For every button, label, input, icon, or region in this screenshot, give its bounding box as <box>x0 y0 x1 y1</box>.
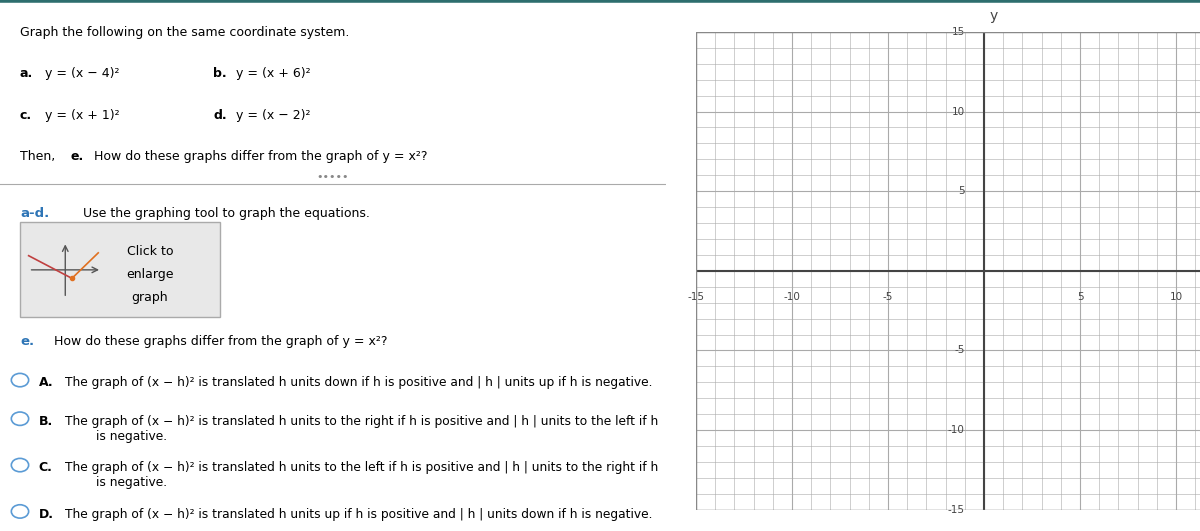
Text: -10: -10 <box>784 292 800 302</box>
Text: y = (x − 4)²: y = (x − 4)² <box>46 67 120 80</box>
Text: d.: d. <box>214 109 227 122</box>
Text: Then,: Then, <box>20 150 59 163</box>
Text: y = (x + 6)²: y = (x + 6)² <box>236 67 311 80</box>
Text: -5: -5 <box>954 346 965 355</box>
Text: e.: e. <box>20 335 34 348</box>
Text: Use the graphing tool to graph the equations.: Use the graphing tool to graph the equat… <box>78 207 370 219</box>
FancyBboxPatch shape <box>20 222 220 317</box>
Text: A.: A. <box>38 376 53 389</box>
Text: How do these graphs differ from the graph of y = x²?: How do these graphs differ from the grap… <box>50 335 388 348</box>
Text: y: y <box>990 9 997 23</box>
Text: The graph of (x − h)² is translated h units up if h is positive and | h | units : The graph of (x − h)² is translated h un… <box>65 508 653 521</box>
Text: -15: -15 <box>688 292 704 302</box>
Text: The graph of (x − h)² is translated h units down if h is positive and | h | unit: The graph of (x − h)² is translated h un… <box>65 376 653 389</box>
Text: 10: 10 <box>952 107 965 116</box>
Text: C.: C. <box>38 461 53 475</box>
Text: Graph the following on the same coordinate system.: Graph the following on the same coordina… <box>20 26 349 39</box>
Text: enlarge: enlarge <box>126 268 174 281</box>
Text: -5: -5 <box>883 292 893 302</box>
Text: c.: c. <box>20 109 32 122</box>
Text: How do these graphs differ from the graph of y = x²?: How do these graphs differ from the grap… <box>90 150 427 163</box>
Text: a-d.: a-d. <box>20 207 49 219</box>
Text: -10: -10 <box>948 425 965 435</box>
Text: graph: graph <box>132 290 168 304</box>
Text: •••••: ••••• <box>317 172 349 182</box>
Text: 5: 5 <box>1076 292 1084 302</box>
Text: Click to: Click to <box>127 245 173 258</box>
Text: The graph of (x − h)² is translated h units to the right if h is positive and | : The graph of (x − h)² is translated h un… <box>65 415 659 443</box>
Text: B.: B. <box>38 415 53 428</box>
Text: 15: 15 <box>952 27 965 37</box>
Text: a.: a. <box>20 67 34 80</box>
Text: The graph of (x − h)² is translated h units to the left if h is positive and | h: The graph of (x − h)² is translated h un… <box>65 461 659 490</box>
Text: b.: b. <box>214 67 227 80</box>
Text: y = (x − 2)²: y = (x − 2)² <box>236 109 311 122</box>
Text: e.: e. <box>71 150 84 163</box>
Text: 5: 5 <box>958 186 965 196</box>
Text: 10: 10 <box>1170 292 1182 302</box>
Text: -15: -15 <box>948 505 965 515</box>
Text: y = (x + 1)²: y = (x + 1)² <box>46 109 120 122</box>
Text: D.: D. <box>38 508 54 521</box>
